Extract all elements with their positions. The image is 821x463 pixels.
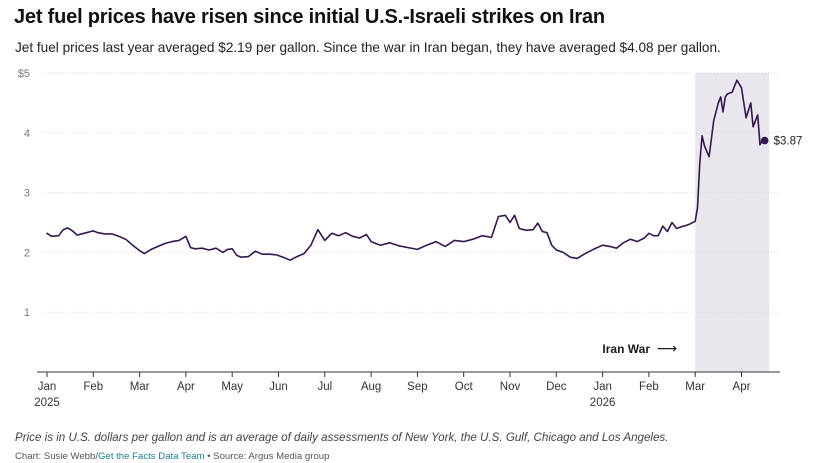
- x-tick-label: Feb: [639, 381, 659, 393]
- x-tick-label: Apr: [733, 381, 751, 393]
- x-tick-label: Apr: [177, 381, 195, 393]
- chart-footnote: Price is in U.S. dollars per gallon and …: [15, 431, 669, 444]
- x-tick-label: Mar: [685, 381, 705, 393]
- chart-subtitle: Jet fuel prices last year averaged $2.19…: [15, 40, 721, 55]
- y-tick-label: 1: [24, 307, 30, 319]
- x-tick-label: Jan: [593, 381, 612, 393]
- iran-war-band: [695, 73, 770, 372]
- x-tick-label: Mar: [130, 381, 150, 393]
- x-tick-label: Nov: [500, 381, 521, 393]
- y-tick-label: 4: [24, 128, 30, 140]
- x-tick-label: Dec: [546, 381, 567, 393]
- y-tick-label: $5: [18, 68, 30, 80]
- x-tick-label: Sep: [407, 381, 427, 393]
- iran-war-label: Iran War: [602, 342, 650, 356]
- x-tick-label: Oct: [455, 381, 474, 393]
- credits-link[interactable]: Get the Facts Data Team: [98, 451, 205, 462]
- chart-credits: Chart: Susie Webb/Get the Facts Data Tea…: [15, 451, 329, 462]
- credits-prefix: Chart: Susie Webb/: [15, 451, 99, 462]
- price-series-line: [46, 79, 766, 262]
- x-tick-year-label: 2025: [34, 397, 60, 409]
- iran-war-arrow: ⟶: [657, 341, 677, 357]
- x-tick-label: May: [221, 381, 243, 393]
- x-tick-label: Jul: [317, 381, 332, 393]
- chart-title: Jet fuel prices have risen since initial…: [14, 6, 605, 28]
- y-tick-label: 3: [24, 188, 30, 200]
- y-tick-label: 2: [24, 247, 30, 259]
- line-chart: 1 2 3 4 $5 Jan 2025 Feb Mar Apr May Jun Jul Aug Sep Oc…: [18, 68, 803, 409]
- x-tick-label: Feb: [83, 381, 103, 393]
- x-tick-label: Aug: [361, 381, 381, 393]
- x-tick-year-label: 2026: [590, 397, 616, 409]
- x-tick-label: Jun: [269, 381, 288, 393]
- x-tick-label: Jan: [38, 381, 57, 393]
- last-value-dot: [760, 136, 769, 145]
- credits-suffix: • Source: Argus Media group: [204, 451, 330, 462]
- last-value-label: $3.87: [774, 136, 803, 148]
